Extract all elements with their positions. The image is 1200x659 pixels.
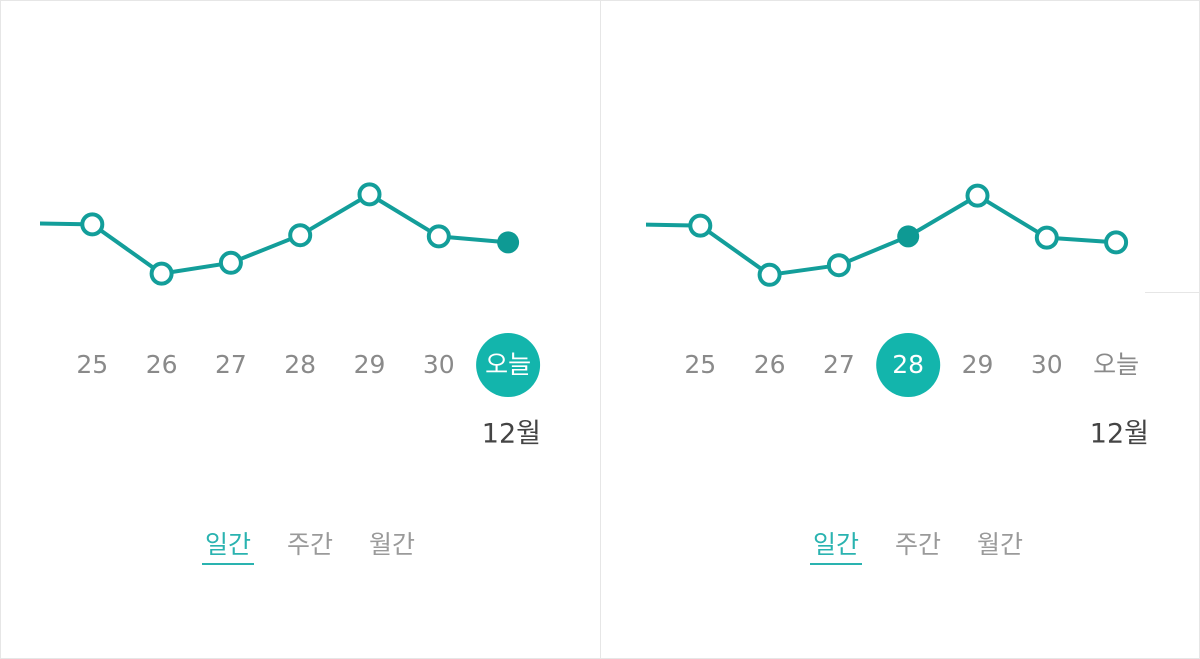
day-label[interactable]: 28 [284, 350, 316, 379]
day-label[interactable]: 26 [146, 350, 178, 379]
point [621, 214, 641, 234]
day-label[interactable]: 오늘 [485, 350, 531, 379]
tab[interactable]: 주간 [287, 530, 333, 559]
tab[interactable]: 일간 [813, 530, 859, 559]
point [688, 213, 713, 238]
chart [13, 182, 520, 286]
point [757, 262, 782, 287]
chart [621, 183, 1129, 287]
day-label[interactable]: 29 [354, 350, 386, 379]
selected-point [897, 225, 920, 248]
day-label[interactable]: 28 [892, 350, 924, 379]
tab[interactable]: 월간 [369, 530, 415, 559]
tab[interactable]: 주간 [895, 530, 941, 559]
point [218, 250, 243, 275]
day-label[interactable]: 27 [215, 350, 247, 379]
tab[interactable]: 월간 [977, 530, 1023, 559]
point [1104, 230, 1129, 255]
point [1034, 225, 1059, 250]
point [357, 182, 382, 207]
point [288, 223, 313, 248]
selected-day-badge[interactable] [476, 333, 541, 397]
point [80, 212, 105, 237]
day-label[interactable]: 30 [423, 350, 455, 379]
point [13, 213, 33, 233]
point [826, 253, 851, 278]
day-label[interactable]: 26 [754, 350, 786, 379]
day-label[interactable]: 25 [684, 350, 716, 379]
point [965, 183, 990, 208]
point [149, 261, 174, 286]
tab[interactable]: 일간 [205, 530, 251, 559]
point [426, 224, 451, 249]
day-label[interactable]: 25 [76, 350, 108, 379]
line [646, 193, 1117, 277]
month-label: 12월 [482, 419, 541, 450]
selected-point [497, 231, 520, 254]
day-label[interactable]: 오늘 [1093, 350, 1139, 379]
line [40, 192, 509, 276]
month-label: 12월 [1090, 419, 1149, 450]
selected-day-badge[interactable] [876, 333, 941, 397]
day-label[interactable]: 27 [823, 350, 855, 379]
day-label[interactable]: 29 [962, 350, 994, 379]
day-label[interactable]: 30 [1031, 350, 1063, 379]
